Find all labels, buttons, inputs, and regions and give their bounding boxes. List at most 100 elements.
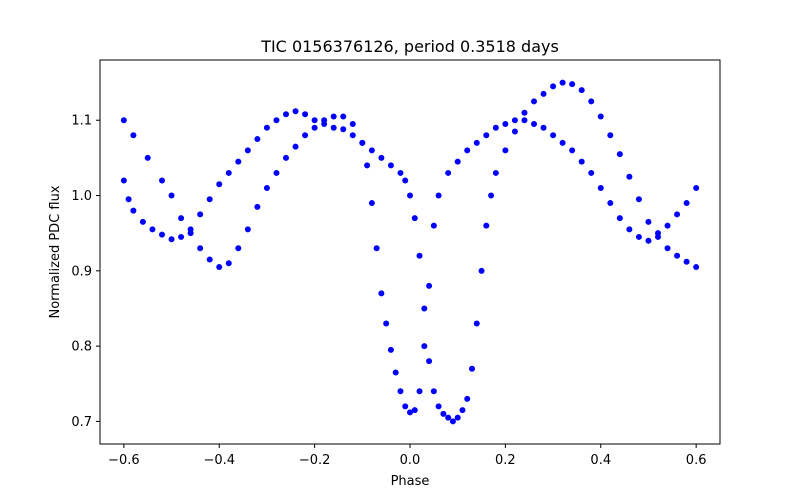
data-point [254,203,261,210]
data-point [397,169,404,176]
data-point [511,128,518,135]
data-point [392,369,399,376]
x-tick-label: 0.4 [590,453,611,468]
data-point [540,124,547,131]
data-point [197,245,204,252]
data-point [373,245,380,252]
data-point [635,233,642,240]
data-point [531,121,537,127]
data-point [569,147,576,154]
axes-frame [99,59,721,445]
data-point [206,256,213,263]
x-axis-ticks: −0.6 −0.4 −0.2 0.0 0.2 0.4 0.6 [108,444,706,468]
y-tick-label: 1.1 [71,114,92,129]
data-point [502,121,509,127]
data-point [435,192,442,199]
data-point [478,267,485,274]
y-axis-ticks: 0.7 0.8 0.9 1.0 1.1 [71,114,100,430]
data-point [511,117,518,124]
data-point [368,200,375,207]
data-point [378,154,385,161]
data-point [674,252,681,259]
data-point [540,90,547,97]
data-point [149,226,156,233]
data-point [454,414,461,421]
data-point [368,147,375,154]
data-point [664,222,671,229]
data-point [559,139,566,146]
data-point [469,365,475,372]
data-point [435,403,442,410]
data-point [144,154,151,161]
data-point [445,414,452,421]
plot-area: −0.6 −0.4 −0.2 0.0 0.2 0.4 0.6 0.7 0.8 0.9 1.0 1.1 [71,59,721,468]
data-point [311,124,318,131]
y-axis-label: Normalized PDC flux [48,185,63,318]
data-point [440,410,447,417]
data-point [359,139,366,146]
data-point [588,98,595,105]
y-tick-label: 0.8 [71,340,92,355]
data-point [411,407,418,414]
data-point [273,117,280,124]
data-point [416,252,423,259]
data-point [521,117,528,124]
data-point [597,185,604,191]
data-point [597,113,604,120]
x-tick-label: −0.4 [203,453,235,468]
data-point [502,147,509,154]
data-point [607,132,614,139]
data-point [407,409,413,416]
data-point [263,124,270,131]
data-point [302,111,309,118]
data-point [383,320,390,327]
data-point [693,185,700,191]
data-point [683,200,690,207]
data-point [206,196,213,203]
data-point [292,143,299,150]
data-point [426,358,433,365]
data-point [473,139,480,146]
data-point [445,169,452,176]
data-point [216,264,223,271]
data-point [340,126,347,133]
data-point [387,162,394,169]
data-point [645,218,652,225]
data-point [273,169,280,176]
data-point [125,196,132,203]
data-point [483,132,490,139]
data-point [349,121,356,127]
data-point [139,218,146,225]
data-point [464,395,471,402]
x-tick-label: 0.2 [495,453,516,468]
data-point [426,282,433,289]
data-points [120,79,700,425]
data-point [488,192,495,199]
data-point [292,108,299,115]
data-point [449,418,456,425]
data-point [321,121,328,127]
data-point [387,346,394,353]
data-point [588,169,595,176]
data-point [130,132,137,139]
data-point [263,185,270,191]
data-point [569,81,576,88]
data-point [559,79,566,86]
data-point [492,169,499,176]
data-point [340,113,347,120]
data-point [216,181,223,188]
data-point [674,211,681,218]
data-point [168,192,175,199]
data-point [330,124,337,131]
data-point [492,124,499,131]
data-point [607,200,614,207]
data-point [364,162,371,169]
data-point [178,215,185,222]
data-point [330,113,337,120]
data-point [664,245,671,252]
data-point [616,151,623,158]
data-point [550,83,557,90]
data-point [254,136,261,143]
data-point [130,207,137,214]
data-point [197,211,204,218]
